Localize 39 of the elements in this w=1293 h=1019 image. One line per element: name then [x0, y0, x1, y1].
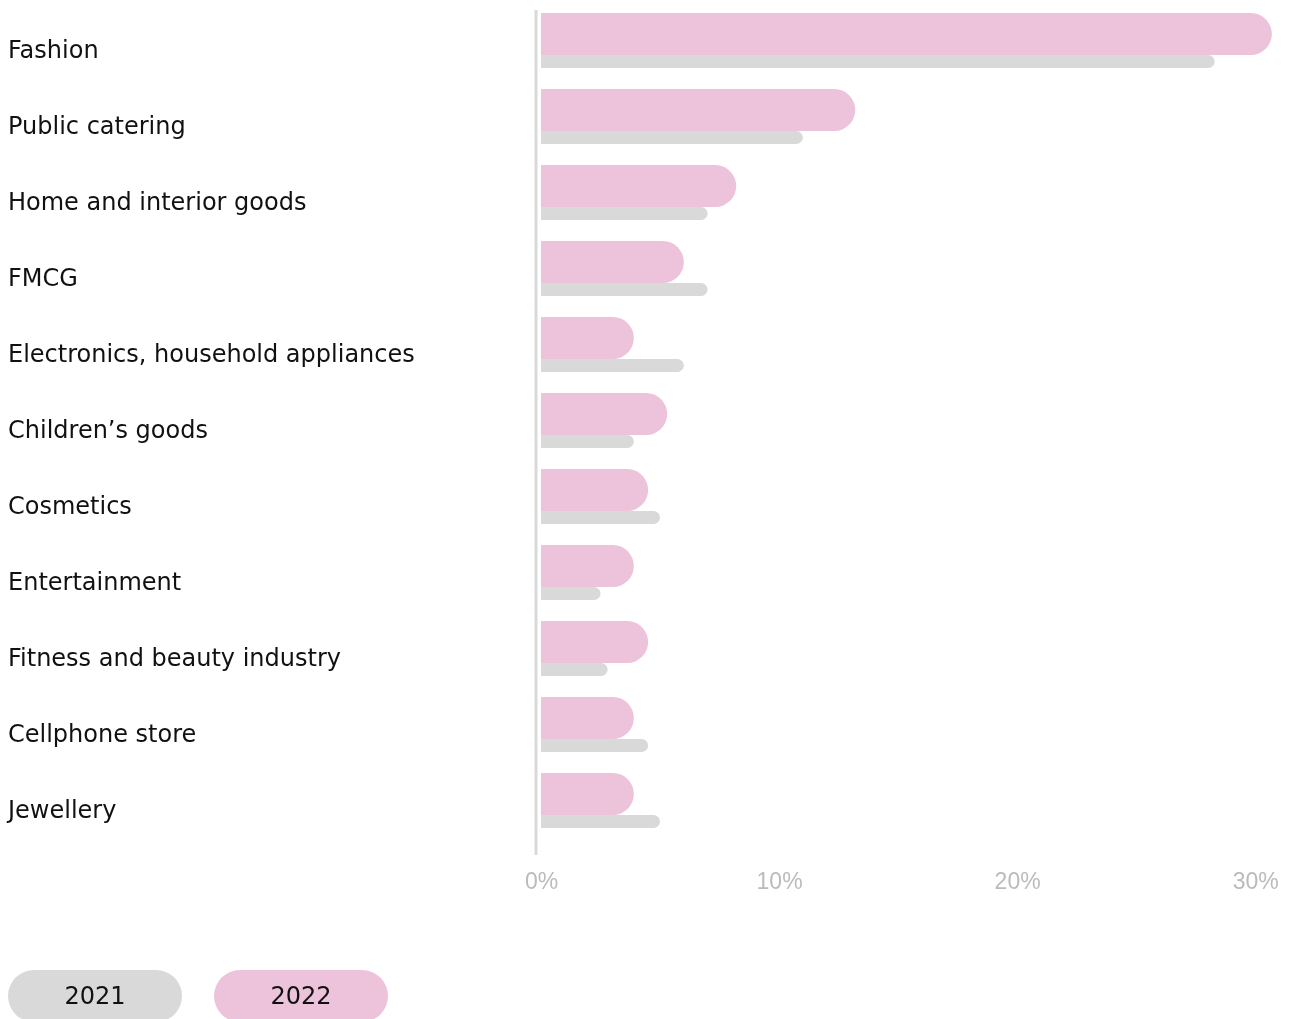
- bar: [541, 359, 684, 372]
- bar: [541, 621, 649, 663]
- y-tick-label: Cellphone store: [8, 720, 197, 748]
- y-tick-label: Public catering: [8, 112, 186, 140]
- text: 2022: [270, 982, 332, 1010]
- bar: [541, 469, 649, 511]
- bar: [541, 131, 803, 144]
- bar: [541, 283, 708, 296]
- x-tick-label: 20%: [994, 868, 1041, 895]
- y-tick-label: Home and interior goods: [8, 188, 307, 216]
- y-tick-label: Children’s goods: [8, 416, 208, 444]
- bar: [541, 13, 1272, 55]
- bar: [541, 663, 608, 676]
- bar: [541, 89, 856, 131]
- bar: [541, 739, 649, 752]
- bar: [541, 165, 737, 207]
- y-tick-label: Entertainment: [8, 568, 182, 596]
- bar: [541, 697, 634, 739]
- bar: [541, 587, 601, 600]
- y-tick-label: Fashion: [8, 36, 99, 64]
- y-tick-label: FMCG: [8, 264, 78, 292]
- x-tick-label: 30%: [1232, 868, 1279, 895]
- bar: [541, 317, 634, 359]
- y-tick-label: Cosmetics: [8, 492, 132, 520]
- bar: [541, 55, 1215, 68]
- bar: [541, 393, 668, 435]
- bar: [541, 207, 708, 220]
- bar: [541, 545, 634, 587]
- y-tick-label: Fitness and beauty industry: [8, 644, 341, 672]
- y-tick-label: Jewellery: [6, 796, 117, 824]
- bar: [541, 815, 661, 828]
- bar: [541, 773, 634, 815]
- y-tick-label: Electronics, household appliances: [8, 340, 415, 368]
- text: 2021: [64, 982, 126, 1010]
- bar: [541, 511, 661, 524]
- x-tick-label: 0%: [524, 868, 559, 895]
- bar: [541, 241, 684, 283]
- x-tick-label: 10%: [756, 868, 803, 895]
- bar: [541, 435, 634, 448]
